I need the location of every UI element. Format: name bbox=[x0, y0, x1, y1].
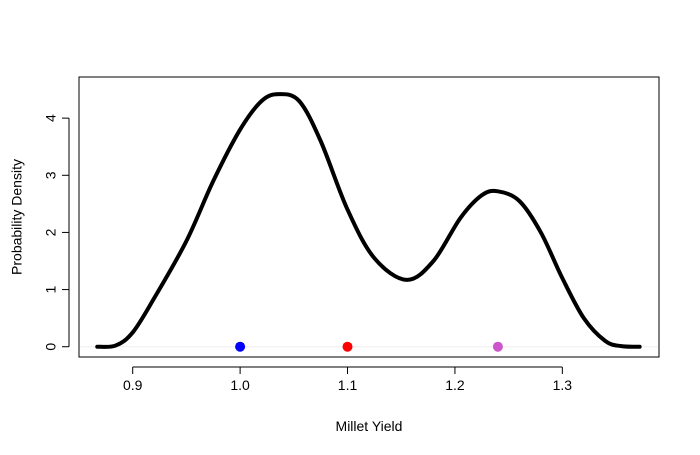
plot-area bbox=[80, 92, 658, 352]
y-tick-label: 1 bbox=[43, 285, 59, 293]
y-tick-label: 0 bbox=[43, 343, 59, 351]
data-point-2 bbox=[342, 341, 353, 352]
y-tick-label: 2 bbox=[43, 228, 59, 236]
x-tick-label: 1.2 bbox=[445, 377, 465, 393]
y-tick-label: 3 bbox=[43, 171, 59, 179]
x-tick-label: 1.0 bbox=[230, 377, 250, 393]
y-tick-label: 4 bbox=[43, 114, 59, 122]
plot-frame bbox=[78, 76, 660, 358]
density-curve-0 bbox=[95, 92, 642, 349]
x-axis-title: Millet Yield bbox=[336, 418, 403, 434]
x-tick-label: 1.3 bbox=[553, 377, 573, 393]
y-axis-title: Probability Density bbox=[9, 159, 25, 275]
data-point-1 bbox=[235, 341, 246, 352]
x-tick-label: 1.1 bbox=[338, 377, 358, 393]
x-tick-label: 0.9 bbox=[123, 377, 143, 393]
data-point-3 bbox=[492, 341, 503, 352]
axes: 0.9 1.0 1.1 1.2 1.3 0 1 2 3 4 bbox=[43, 76, 660, 393]
